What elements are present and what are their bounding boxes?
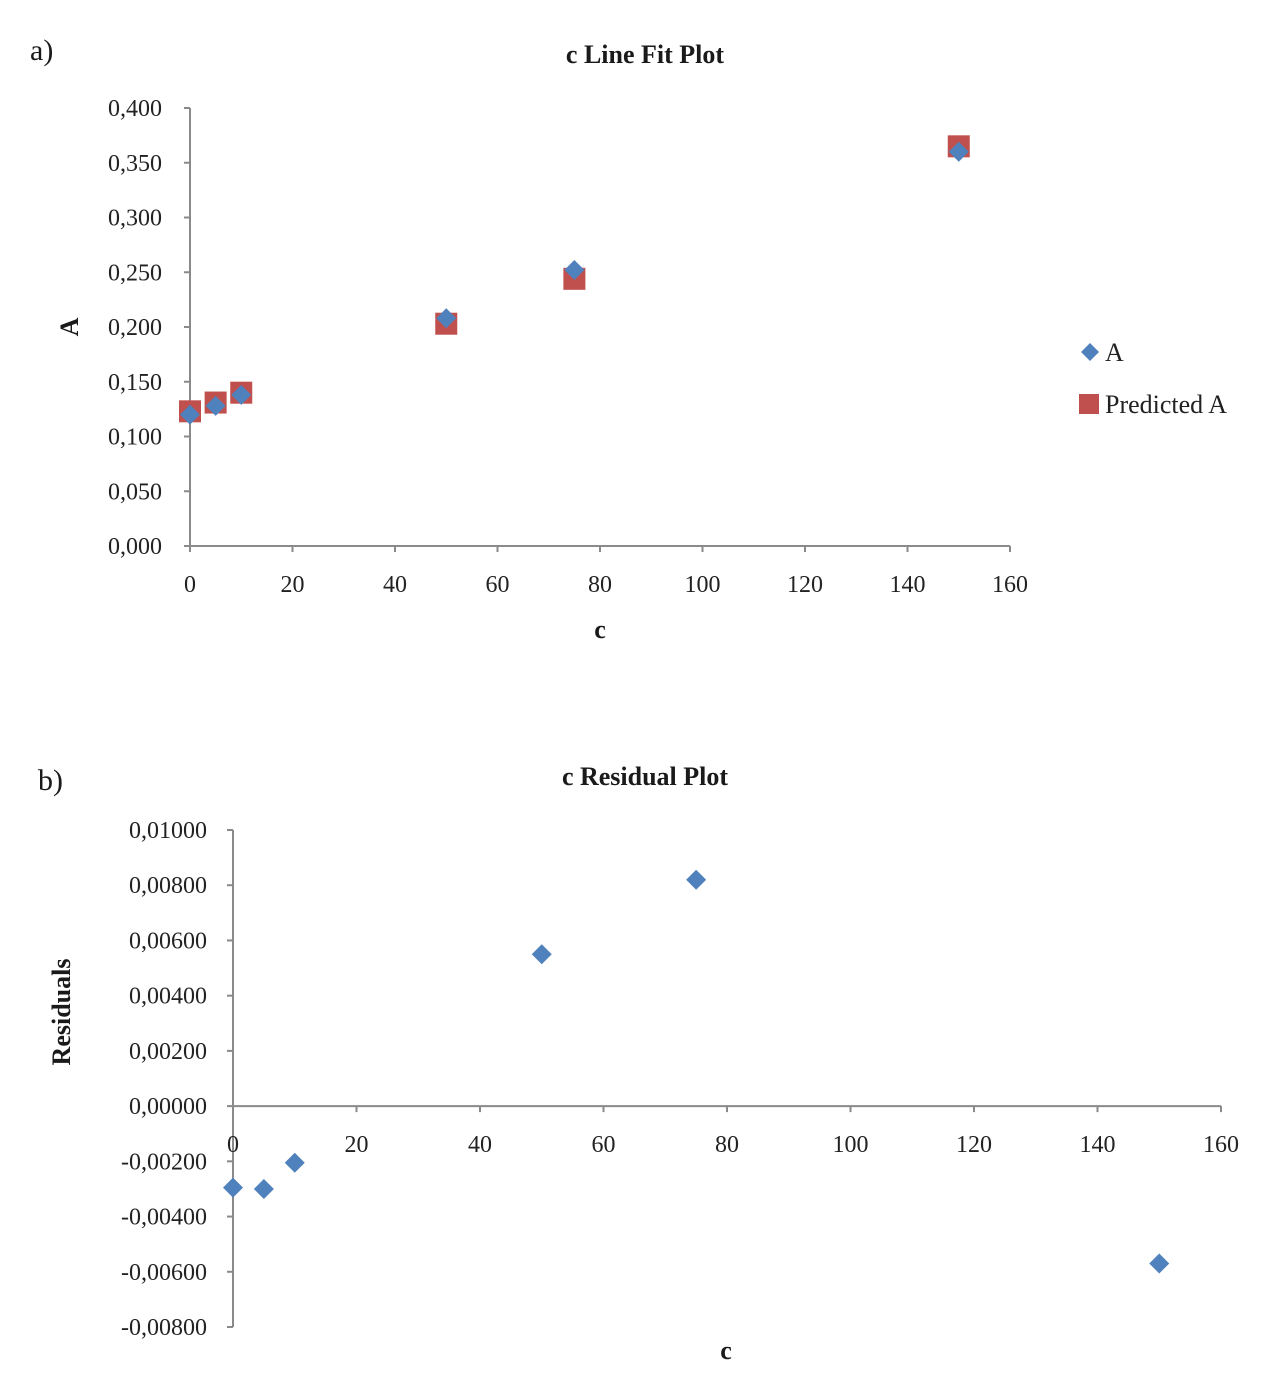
y-tick-label: 0,00800 [129,873,207,899]
y-tick-label: 0,00000 [129,1094,207,1120]
x-tick-label: 100 [685,572,721,598]
x-tick-label: 0 [227,1132,239,1158]
a-data-point [436,308,457,329]
a-data-point [231,384,252,405]
x-tick-label: 60 [592,1132,616,1158]
legend-predicted-a-label: Predicted A [1105,390,1227,419]
residual-x-axis-title: c [720,1336,732,1365]
line-fit-legend: A Predicted A [1079,338,1227,419]
residual-y-axis-title: Residuals [47,959,76,1066]
legend-a-marker [1081,343,1099,361]
x-tick-label: 20 [281,572,305,598]
x-tick-label: 0 [184,572,196,598]
line-fit-axes [189,108,1010,547]
line-fit-chart-title: c Line Fit Plot [566,40,724,69]
y-tick-label: 0,00200 [129,1039,207,1065]
residual-chart-title: c Residual Plot [562,762,728,791]
y-tick-label: 0,400 [108,96,162,122]
residual-point [284,1152,305,1173]
y-tick-label: 0,00600 [129,928,207,954]
residual-chart: c Residual Plot 0 20 40 60 80 100 120 140 160 -0… [47,762,1239,1365]
y-tick-label: 0,00400 [129,984,207,1010]
line-fit-x-axis-title: c [594,615,606,644]
line-fit-y-axis-title: A [55,317,84,336]
y-tick-label: 0,100 [108,425,162,451]
y-tick-label: 0,300 [108,206,162,232]
x-tick-label: 80 [715,1132,739,1158]
line-fit-x-ticks: 0 20 40 60 80 100 120 140 160 [184,546,1028,598]
y-tick-label: 0,200 [108,315,162,341]
line-fit-y-ticks: 0,000 0,050 0,100 0,150 0,200 0,250 0,300 0,350… [108,96,190,560]
residual-points [223,869,1170,1274]
x-tick-label: 80 [588,572,612,598]
x-tick-label: 140 [890,572,926,598]
y-tick-label: -0,00200 [121,1149,207,1175]
a-data-point [564,260,585,281]
y-tick-label: 0,150 [108,370,162,396]
residual-point [1149,1253,1170,1274]
x-tick-label: 20 [345,1132,369,1158]
residual-x-ticks: 0 20 40 60 80 100 120 140 160 [227,1106,1239,1158]
y-tick-label: 0,350 [108,151,162,177]
residual-point [686,869,707,890]
y-tick-label: -0,00800 [121,1315,207,1341]
panel-a-label: a) [30,34,53,67]
y-tick-label: -0,00400 [121,1205,207,1231]
y-tick-label: 0,250 [108,260,162,286]
line-fit-chart: c Line Fit Plot 0 20 40 60 80 100 120 140 160 0,… [55,40,1227,644]
y-tick-label: 0,050 [108,479,162,505]
x-tick-label: 160 [992,572,1028,598]
residual-y-ticks: -0,00800 -0,00600 -0,00400 -0,00200 0,00000 0… [121,818,233,1341]
x-tick-label: 120 [956,1132,992,1158]
residual-point [253,1178,274,1199]
x-tick-label: 40 [468,1132,492,1158]
x-tick-label: 140 [1080,1132,1116,1158]
legend-predicted-a-marker [1079,394,1099,414]
legend-a-label: A [1105,338,1124,367]
y-tick-label: 0,000 [108,534,162,560]
residual-point [531,944,552,965]
y-tick-label: 0,01000 [129,818,207,844]
line-fit-points [179,135,970,425]
residual-point [223,1177,243,1198]
x-tick-label: 160 [1203,1132,1239,1158]
y-tick-label: -0,00600 [121,1260,207,1286]
a-data-point [948,141,969,162]
x-tick-label: 100 [833,1132,869,1158]
x-tick-label: 40 [383,572,407,598]
a-data-point [180,404,200,425]
a-data-point [205,395,226,416]
x-tick-label: 60 [486,572,510,598]
panel-b-label: b) [38,764,63,797]
residual-axes [232,830,1221,1327]
x-tick-label: 120 [787,572,823,598]
